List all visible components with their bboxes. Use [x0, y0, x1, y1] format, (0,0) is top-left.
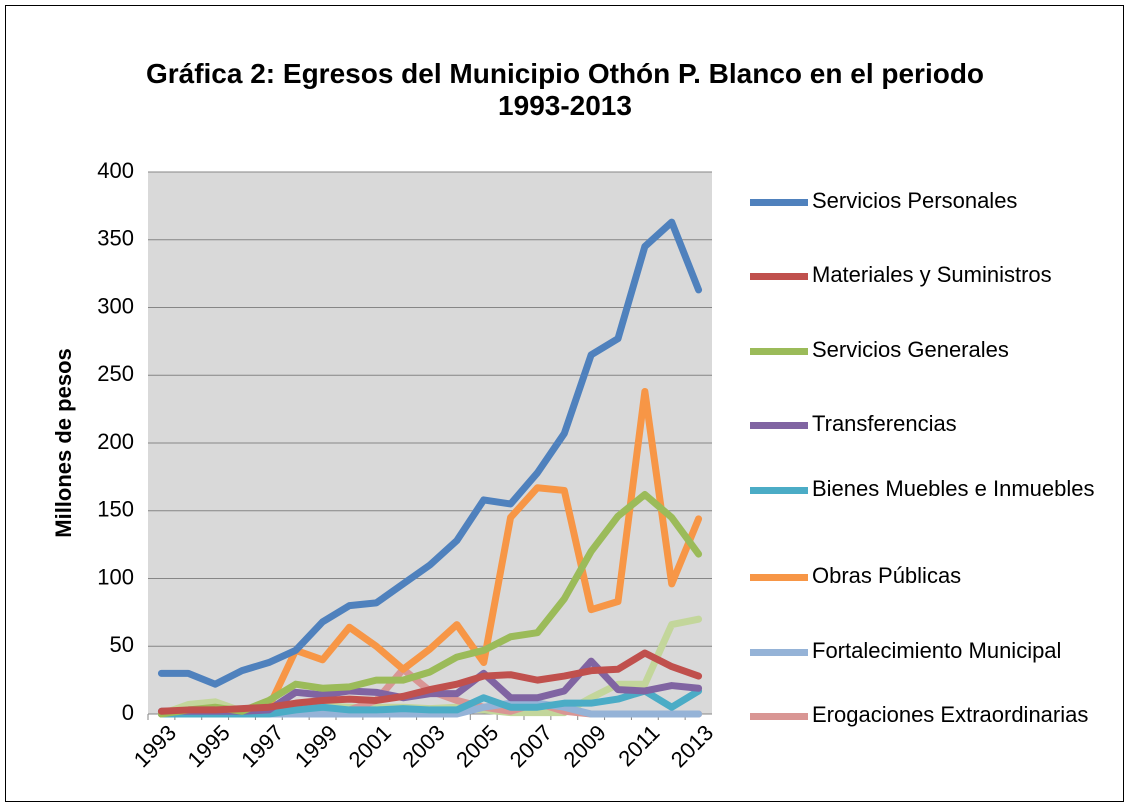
y-tick-label: 0 — [122, 700, 134, 725]
legend-swatch — [750, 713, 808, 720]
legend-entry: Servicios Personales — [750, 189, 1114, 213]
y-tick-label: 350 — [97, 226, 134, 251]
y-axis-label: Millones de pesos — [51, 348, 76, 538]
y-tick-label: 250 — [97, 361, 134, 386]
y-tick-label: 200 — [97, 429, 134, 454]
legend-entry: Bienes Muebles e Inmuebles — [750, 477, 1114, 501]
legend-label: Fortalecimiento Municipal — [812, 638, 1062, 663]
y-tick-label: 300 — [97, 293, 134, 318]
legend-label: Obras Públicas — [812, 563, 962, 588]
legend-swatch — [750, 199, 808, 206]
legend-entry: Erogaciones Extraordinarias — [750, 703, 1114, 727]
y-tick-label: 50 — [110, 632, 134, 657]
legend-swatch — [750, 574, 808, 581]
series-line — [157, 649, 703, 715]
chart-title: Gráfica 2: Egresos del Municipio Othón P… — [145, 58, 985, 121]
legend-label: Erogaciones Extraordinarias — [812, 702, 1089, 727]
legend-label: Servicios Personales — [812, 188, 1018, 213]
legend-entry: Obras Públicas — [750, 564, 1114, 588]
legend-swatch — [750, 487, 808, 494]
legend-entry: Transferencias — [750, 412, 1114, 436]
legend-label: Bienes Muebles e Inmuebles — [812, 476, 1095, 501]
legend-label: Materiales y Suministros — [812, 262, 1052, 287]
legend-label: Servicios Generales — [812, 337, 1009, 362]
legend-swatch — [750, 422, 808, 429]
legend-entry: Fortalecimiento Municipal — [750, 639, 1114, 663]
y-tick-label: 400 — [97, 158, 134, 183]
legend-swatch — [750, 273, 808, 280]
legend-entry: Servicios Generales — [750, 338, 1114, 362]
y-tick-label: 150 — [97, 497, 134, 522]
legend-label: Transferencias — [812, 411, 957, 436]
legend-swatch — [750, 348, 808, 355]
series-line — [157, 218, 703, 688]
y-tick-label: 100 — [97, 564, 134, 589]
legend-entry: Materiales y Suministros — [750, 263, 1114, 287]
legend-swatch — [750, 649, 808, 656]
